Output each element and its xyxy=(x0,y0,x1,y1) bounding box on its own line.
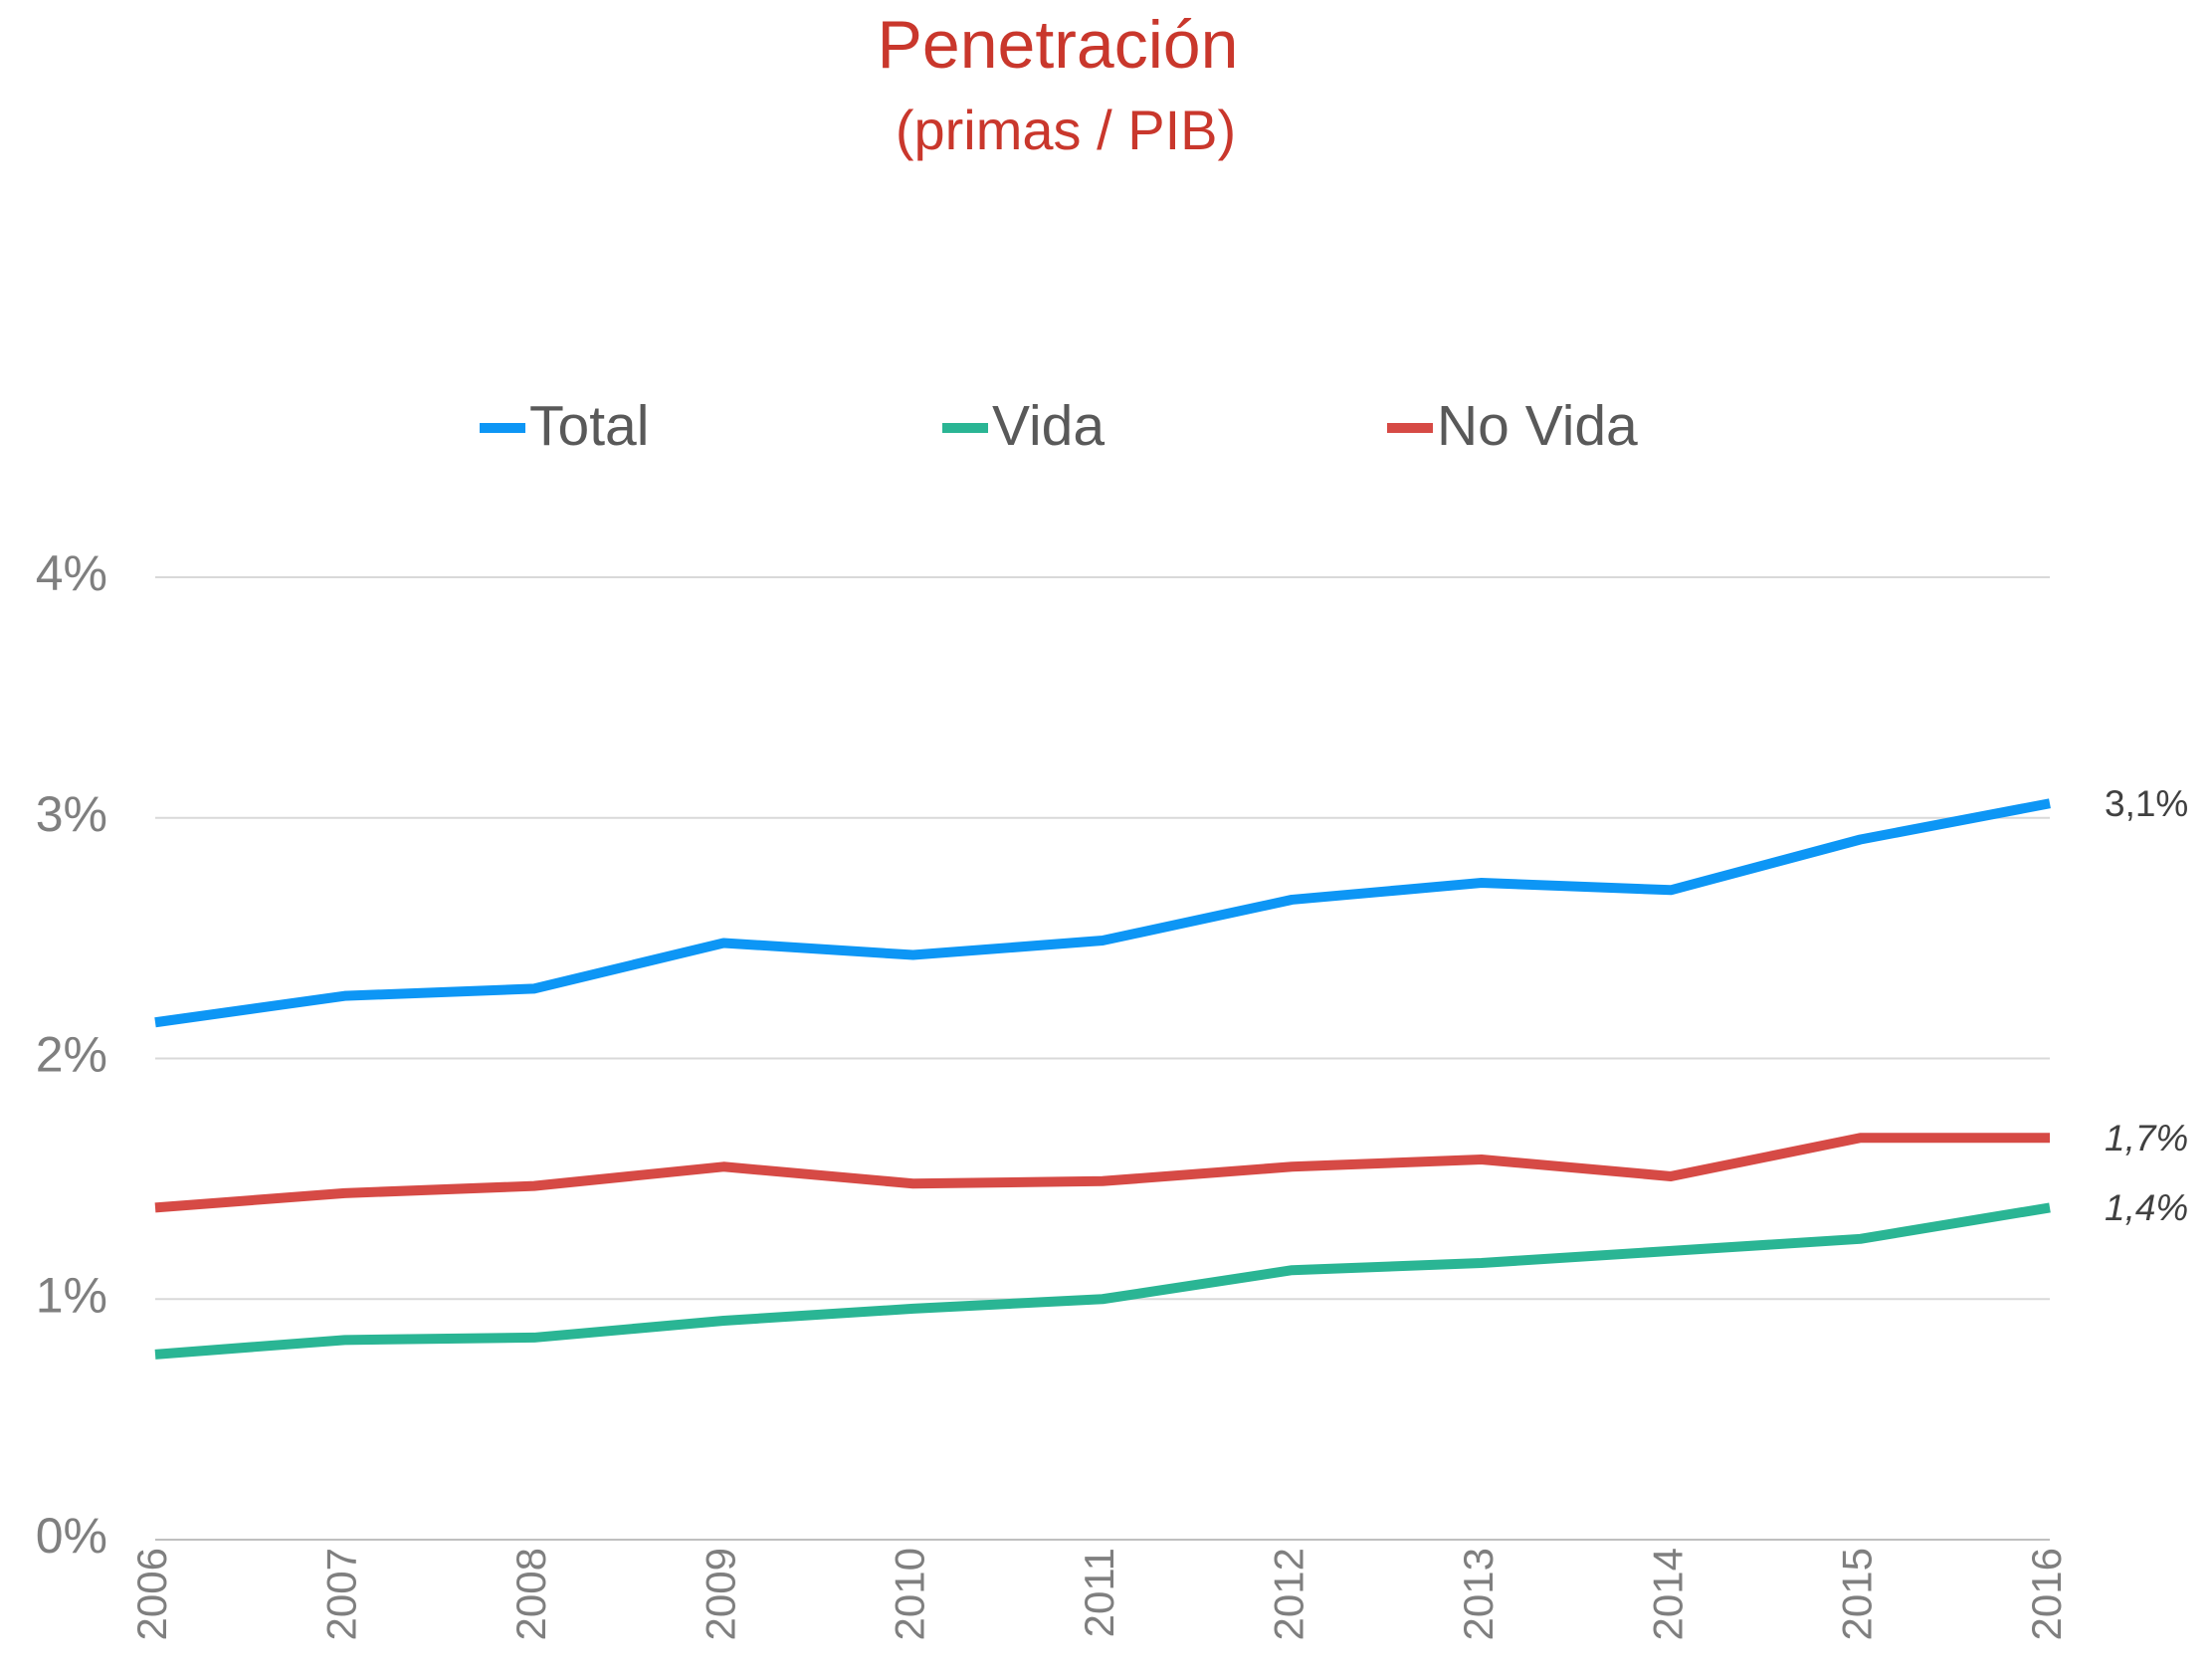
legend-label: Vida xyxy=(992,394,1105,458)
data-label: 1,4% xyxy=(2105,1187,2188,1228)
x-tick-label: 2010 xyxy=(887,1548,933,1640)
legend-label: No Vida xyxy=(1437,394,1638,458)
chart-title: Penetración xyxy=(878,7,1239,83)
x-tick-label: 2008 xyxy=(507,1548,554,1640)
y-tick-label: 0% xyxy=(36,1508,107,1564)
legend-label: Total xyxy=(529,394,649,458)
series-line xyxy=(154,1202,2051,1360)
data-label: 1,7% xyxy=(2105,1118,2188,1158)
data-label: 3,1% xyxy=(2105,783,2188,824)
x-tick-label: 2006 xyxy=(128,1548,175,1640)
x-tick-label: 2014 xyxy=(1644,1548,1691,1640)
x-tick-label: 2012 xyxy=(1265,1548,1311,1640)
x-tick-label: 2013 xyxy=(1455,1548,1502,1640)
x-tick-label: 2016 xyxy=(2023,1548,2070,1640)
y-tick-label: 1% xyxy=(36,1267,107,1323)
x-tick-label: 2009 xyxy=(697,1548,743,1640)
chart-subtitle: (primas / PIB) xyxy=(896,99,1236,161)
series-line xyxy=(154,1133,2050,1213)
x-tick-label: 2015 xyxy=(1834,1548,1881,1640)
y-tick-label: 3% xyxy=(36,786,107,842)
x-tick-label: 2007 xyxy=(317,1548,364,1640)
y-tick-label: 4% xyxy=(36,545,107,601)
x-tick-label: 2011 xyxy=(1076,1548,1122,1637)
y-tick-label: 2% xyxy=(36,1027,107,1083)
series-line xyxy=(154,798,2051,1028)
